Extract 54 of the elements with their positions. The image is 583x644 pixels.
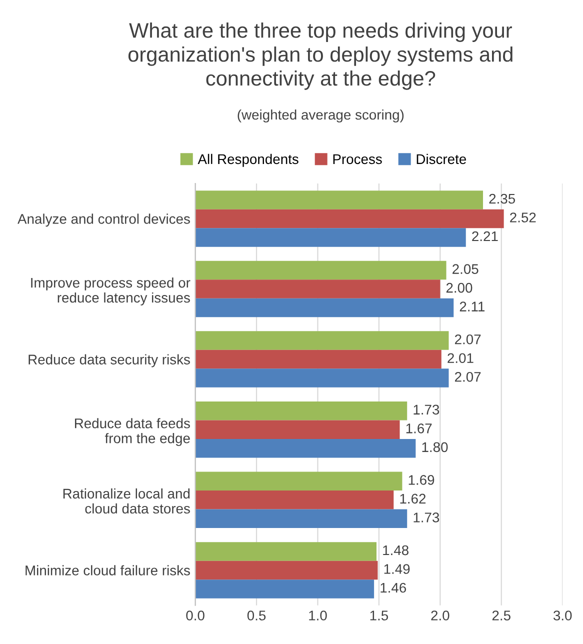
data-label: 1.49	[384, 564, 410, 574]
y-tick-label: Reduce data security risks	[28, 354, 190, 368]
x-tick-label: 2.5	[492, 610, 510, 620]
bar	[195, 580, 374, 598]
data-label: 2.01	[448, 353, 474, 364]
bar	[195, 509, 408, 528]
y-tick-label: Rationalize local and cloud data stores	[63, 488, 190, 514]
data-label: 2.00	[446, 282, 472, 293]
x-tick-label: 1.0	[309, 610, 327, 620]
bar	[195, 331, 449, 350]
bar	[195, 420, 400, 439]
data-label: 1.73	[414, 404, 440, 415]
data-label: 2.52	[510, 212, 536, 222]
x-tick-label: 2.0	[431, 610, 450, 620]
y-tick-label: Minimize cloud failure risks	[26, 565, 190, 576]
chart-subtitle: (weighted average scoring)	[238, 109, 404, 122]
data-label: 2.05	[452, 264, 478, 274]
y-tick-label: Analyze and control devices	[18, 214, 190, 227]
bar	[195, 560, 378, 580]
bar	[195, 209, 504, 228]
data-label: 1.73	[414, 512, 440, 522]
data-label: 2.21	[472, 231, 498, 242]
bar	[195, 490, 394, 510]
bar	[195, 228, 466, 247]
bar	[195, 401, 408, 420]
bar	[195, 298, 454, 318]
bar	[195, 190, 484, 210]
bar	[195, 368, 449, 388]
legend-label: Discrete	[416, 154, 466, 164]
x-tick-label: 0.5	[247, 610, 266, 620]
data-label: 1.69	[408, 475, 434, 485]
data-label: 1.62	[400, 494, 426, 504]
x-tick-label: 1.5	[370, 610, 388, 620]
x-tick-label: 3.0	[553, 610, 572, 620]
bar	[195, 280, 440, 298]
x-tick-label: 0.0	[186, 610, 204, 620]
legend-label: Process	[333, 154, 382, 164]
data-label: 2.07	[454, 372, 481, 382]
data-label: 2.07	[454, 334, 481, 344]
data-label: 2.35	[489, 194, 516, 204]
data-label: 1.46	[380, 582, 406, 593]
bar	[195, 472, 402, 491]
data-label: 1.48	[383, 545, 408, 556]
data-label: 1.67	[406, 423, 432, 434]
bar	[195, 260, 446, 280]
legend-label: All Respondents	[198, 154, 298, 167]
bar	[195, 438, 416, 458]
chart-title: What are the three top needs driving your organization's plan to deploy systems and connectivity at the edge?	[128, 22, 512, 90]
data-label: 2.11	[460, 302, 485, 312]
bar	[195, 542, 376, 561]
data-label: 1.80	[422, 442, 448, 452]
y-tick-label: Improve process speed or reduce latency issues	[31, 277, 190, 306]
bar	[195, 350, 442, 369]
y-tick-label: Reduce data feeds from the edge	[74, 418, 190, 446]
